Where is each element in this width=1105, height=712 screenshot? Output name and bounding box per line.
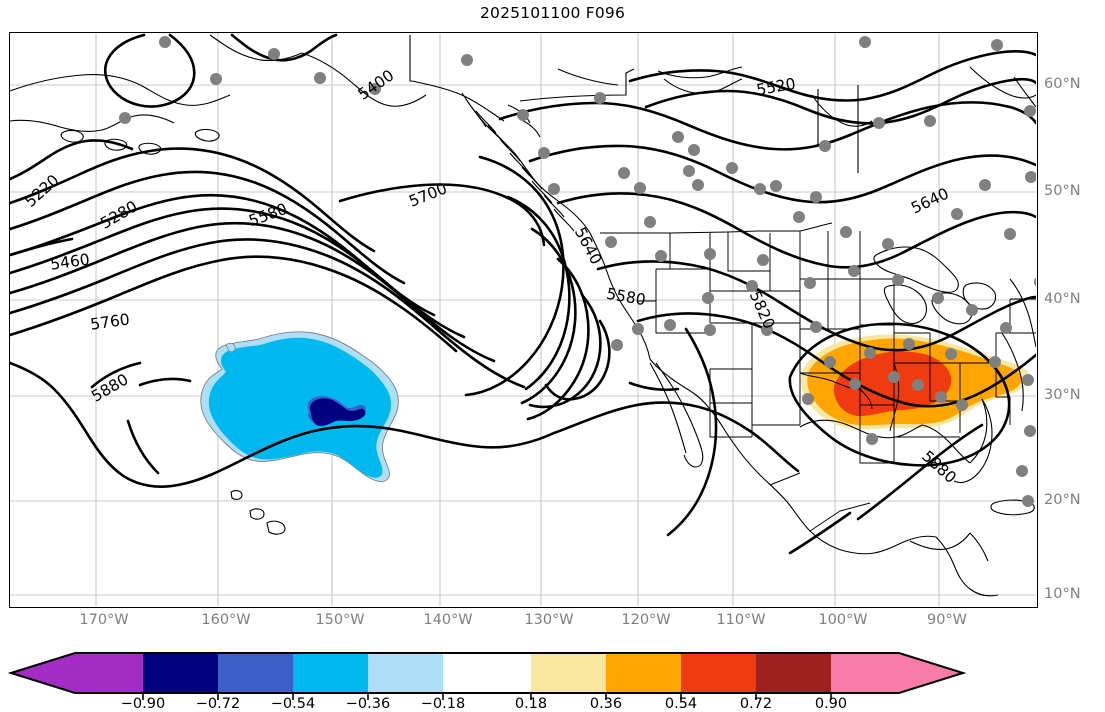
colorbar-seg-4 [368,653,443,693]
contour-label: 5520 [755,75,797,100]
contour-label: 5580 [605,285,647,310]
lon-tick-120w: 120°W [621,612,671,628]
contour-label: 5460 [49,250,91,273]
colorbar-seg-2 [218,653,293,693]
lon-tick-130w: 130°W [524,612,574,628]
svg-text:5580: 5580 [605,285,647,310]
lon-tick-90w: 90°W [926,612,968,628]
contour-label: 5640 [571,224,605,267]
lon-tick-170w: 170°W [79,612,129,628]
colorbar-seg-3 [293,653,368,693]
contour-label: 5640 [908,185,951,218]
lon-tick-150w: 150°W [315,612,365,628]
colorbar-tick-marks [142,693,832,700]
colorbar-tick-label: 0.72 [739,696,773,712]
colorbar-seg-5 [443,653,531,693]
svg-text:5520: 5520 [755,75,797,100]
colorbar-tick-label: −0.36 [345,696,391,712]
svg-text:5640: 5640 [571,224,605,267]
svg-text:5460: 5460 [49,250,91,273]
lon-tick-100w: 100°W [818,612,868,628]
colorbar-seg-1 [143,653,218,693]
colorbar-tick-label: 0.18 [514,696,548,712]
height-contours [10,33,1036,555]
colorbar-segments [11,653,963,693]
lat-tick-40n: 40°N [1044,291,1081,307]
colorbar[interactable]: −0.90 −0.72 −0.54 −0.36 −0.18 0.18 0.36 … [0,650,1105,712]
svg-text:5400: 5400 [355,66,398,103]
lat-tick-30n: 30°N [1044,387,1081,403]
map-plot-area[interactable]: 5220 5280 5400 5460 5520 5580 5580 5640 … [9,32,1038,608]
colorbar-tick-label: −0.54 [270,696,316,712]
lat-tick-10n: 10°N [1044,586,1081,602]
contour-label: 5820 [746,288,778,331]
colorbar-seg-0b [75,653,143,693]
colorbar-tick-label: 0.90 [814,696,848,712]
colorbar-seg-9 [756,653,831,693]
shade-band-neg-072 [309,398,366,426]
colorbar-tick-label: 0.36 [589,696,623,712]
contour-label: 5400 [355,66,398,103]
page-title: 2025101100 F096 [479,4,626,22]
colorbar-tick-label: −0.90 [120,696,166,712]
shade-band-neg-036 [208,337,391,478]
colorbar-canvas [7,652,967,700]
svg-text:5640: 5640 [908,185,951,218]
station-markers [119,36,1036,507]
lon-tick-160w: 160°W [201,612,251,628]
shade-speck-neg [225,342,236,353]
lon-tick-140w: 140°W [423,612,473,628]
colorbar-seg-7 [606,653,681,693]
svg-text:5820: 5820 [746,288,778,331]
shade-band-pos-054 [833,351,952,417]
colorbar-seg-10b [899,653,963,693]
contour-label: 5220 [21,171,62,211]
colorbar-outline [7,652,967,694]
colorbar-seg-10 [831,653,899,693]
lon-tick-110w: 110°W [716,612,766,628]
lat-tick-60n: 60°N [1044,76,1081,92]
shaded-region-negative [200,331,399,482]
lat-tick-20n: 20°N [1044,492,1081,508]
colorbar-tick-label: −0.18 [420,696,466,712]
svg-text:5220: 5220 [21,171,62,211]
colorbar-seg-0 [11,653,75,693]
contour-label: 5760 [89,310,131,333]
colorbar-seg-6 [531,653,606,693]
map-canvas: 5220 5280 5400 5460 5520 5580 5580 5640 … [10,33,1036,606]
lat-tick-50n: 50°N [1044,183,1081,199]
colorbar-tick-label: 0.54 [664,696,698,712]
colorbar-seg-8 [681,653,756,693]
colorbar-tick-label: −0.72 [195,696,241,712]
svg-text:5760: 5760 [89,310,131,333]
